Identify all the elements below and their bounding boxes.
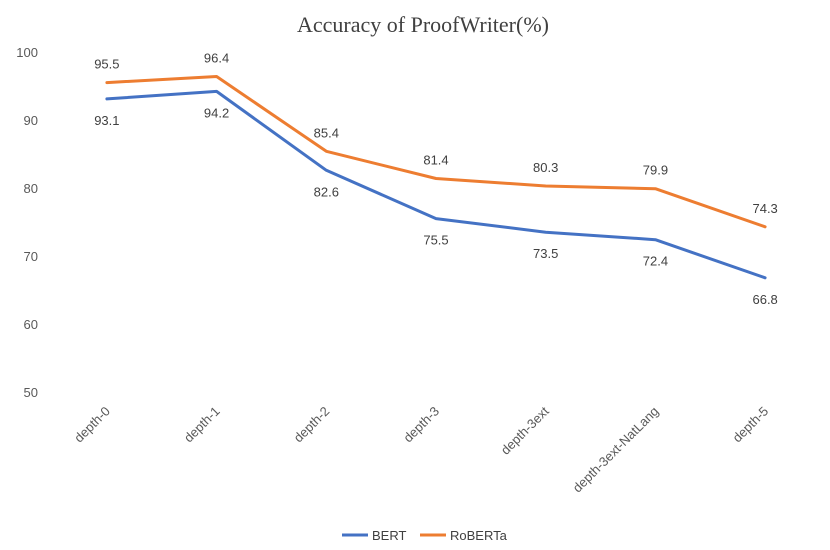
data-label-roberta: 79.9 bbox=[643, 163, 668, 178]
y-tick-label: 100 bbox=[16, 45, 38, 60]
data-label-bert: 93.1 bbox=[94, 113, 119, 128]
x-tick-label: depth-2 bbox=[291, 404, 333, 446]
x-tick-label: depth-3 bbox=[400, 404, 442, 446]
data-label-roberta: 96.4 bbox=[204, 50, 229, 65]
y-tick-label: 90 bbox=[24, 113, 38, 128]
x-tick-label: depth-1 bbox=[181, 404, 223, 446]
data-label-bert: 75.5 bbox=[423, 233, 448, 248]
series-lines bbox=[105, 75, 767, 280]
x-tick-label: depth-3ext-NatLang bbox=[570, 404, 662, 496]
x-tick-label: depth-0 bbox=[71, 404, 113, 446]
data-label-bert: 94.2 bbox=[204, 105, 229, 120]
data-label-roberta: 85.4 bbox=[314, 125, 339, 140]
y-tick-label: 80 bbox=[24, 181, 38, 196]
data-label-bert: 73.5 bbox=[533, 246, 558, 261]
y-tick-label: 60 bbox=[24, 317, 38, 332]
x-tick-label: depth-5 bbox=[729, 404, 771, 446]
data-label-bert: 66.8 bbox=[752, 292, 777, 307]
data-label-roberta: 95.5 bbox=[94, 57, 119, 72]
chart-title: Accuracy of ProofWriter(%) bbox=[297, 12, 549, 37]
data-label-roberta: 81.4 bbox=[423, 152, 448, 167]
x-axis: depth-0 depth-1 depth-2 depth-3 depth-3ext de… bbox=[71, 403, 771, 495]
y-axis: 50 60 70 80 90 100 bbox=[16, 45, 38, 400]
data-labels: 93.1 94.2 82.6 75.5 73.5 72.4 66.8 95.5 96.4 85.4… bbox=[94, 50, 778, 306]
data-label-roberta: 74.3 bbox=[752, 201, 777, 216]
data-label-bert: 72.4 bbox=[643, 254, 668, 269]
x-tick-label: depth-3ext bbox=[498, 403, 552, 457]
y-tick-label: 50 bbox=[24, 385, 38, 400]
data-label-bert: 82.6 bbox=[314, 184, 339, 199]
legend: BERT RoBERTa bbox=[342, 528, 508, 543]
data-label-roberta: 80.3 bbox=[533, 160, 558, 175]
legend-label-bert: BERT bbox=[372, 528, 406, 543]
legend-label-roberta: RoBERTa bbox=[450, 528, 508, 543]
y-tick-label: 70 bbox=[24, 249, 38, 264]
